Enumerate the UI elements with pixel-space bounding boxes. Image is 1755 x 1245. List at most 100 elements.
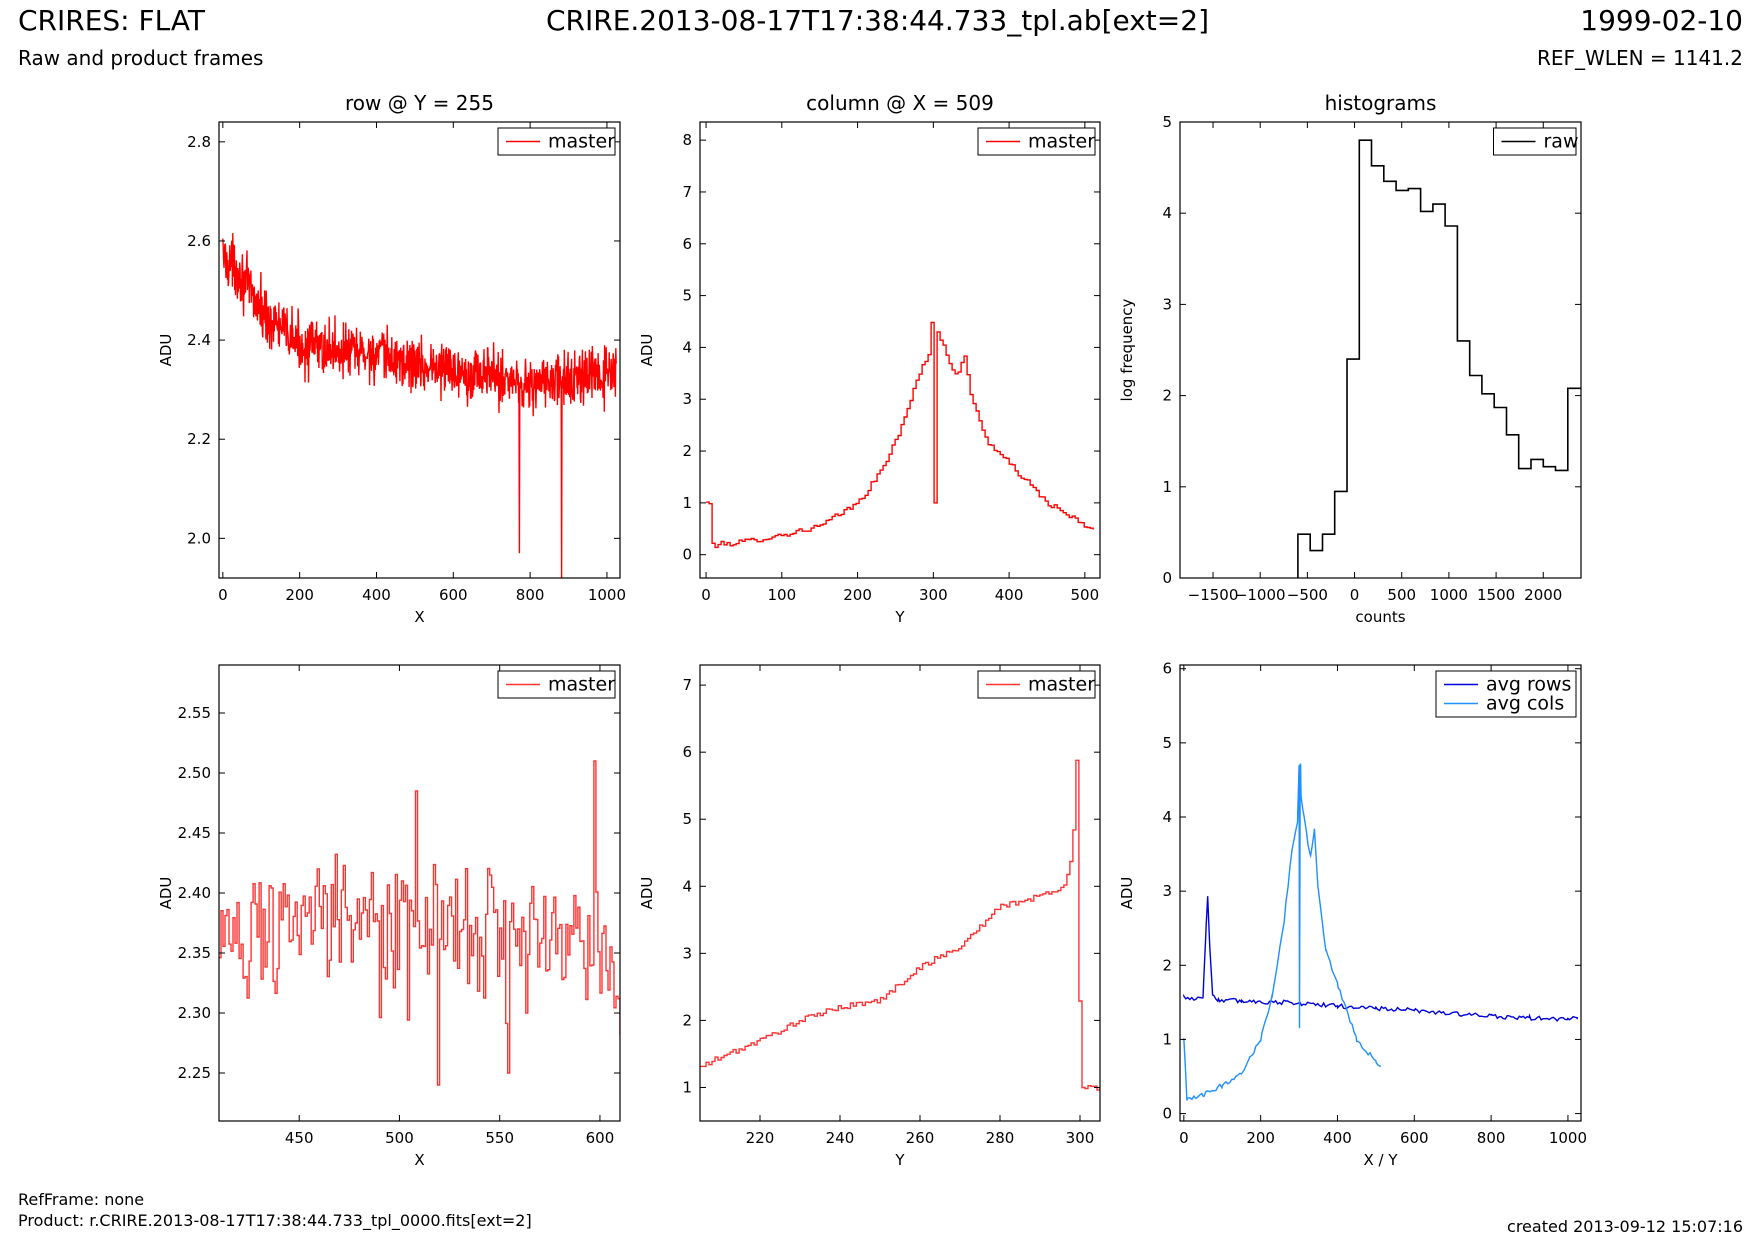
series-line-master — [706, 321, 1094, 549]
plot-frame — [218, 121, 621, 579]
y-tick-label: 5 — [1162, 113, 1172, 131]
report-title: CRIRES: FLAT — [18, 4, 205, 37]
reference-wavelength: REF_WLEN = 1141.2 — [1536, 46, 1743, 70]
x-tick-label: 200 — [843, 586, 872, 604]
product-file-note: Product: r.CRIRE.2013-08-17T17:38:44.733… — [18, 1211, 532, 1230]
y-tick-label: 7 — [682, 676, 692, 694]
y-axis-label: ADU — [157, 877, 175, 910]
y-tick-label: 1 — [1162, 478, 1172, 496]
x-tick-label: 1000 — [1430, 586, 1468, 604]
chart-row-zoom: 450 500 550 600 2.25 2.30 2.35 2.40 2.45 2.50 2.55… — [157, 664, 621, 1169]
x-tick-label: 600 — [586, 1129, 615, 1147]
y-axis-label: log frequency — [1118, 298, 1136, 401]
chart-row: row @ Y = 255 0 200 400 600 800 1000 2.0 2.2 2.4 2… — [157, 91, 626, 626]
y-axis-label: ADU — [157, 334, 175, 367]
report-subtitle: Raw and product frames — [18, 46, 264, 70]
file-name: CRIRE.2013-08-17T17:38:44.733_tpl.ab[ext… — [545, 4, 1209, 37]
y-tick-label: 4 — [682, 877, 692, 895]
y-tick-label: 2 — [1162, 956, 1172, 974]
series-line-master — [222, 233, 617, 578]
legend-label: master — [548, 131, 615, 153]
y-tick-label: 3 — [1162, 882, 1172, 900]
y-tick-label: 2 — [1162, 387, 1172, 405]
y-tick-label: 2.45 — [178, 824, 211, 842]
creation-timestamp: created 2013-09-12 15:07:16 — [1507, 1217, 1743, 1236]
y-tick-label: 4 — [682, 338, 692, 356]
legend: master — [497, 670, 616, 699]
chart-histograms: histograms −1500−1000 −500 0 500 1000 1500 2000… — [1118, 91, 1582, 626]
x-tick-label: 400 — [1323, 1129, 1352, 1147]
legend: raw — [1493, 127, 1579, 156]
legend-label: avg cols — [1486, 693, 1564, 715]
chart-column: column @ X = 509 0 100 200 300 400 500 0 1 2 3 4 5 6 7… — [638, 91, 1101, 626]
x-tick-label: 400 — [362, 586, 391, 604]
legend-label: avg rows — [1486, 674, 1571, 696]
legend-box — [1435, 670, 1577, 718]
x-tick-label: 450 — [285, 1129, 314, 1147]
x-axis-label: counts — [1355, 608, 1405, 626]
y-tick-label: 0 — [682, 546, 692, 564]
y-tick-label: 1 — [1162, 1030, 1172, 1048]
y-tick-label: 5 — [682, 287, 692, 305]
plot-frame — [699, 121, 1101, 579]
y-tick-label: 5 — [682, 810, 692, 828]
y-tick-label: 2 — [682, 442, 692, 460]
y-tick-label: 4 — [1162, 808, 1172, 826]
x-axis-label: Y — [894, 608, 905, 626]
y-tick-label: 1 — [682, 494, 692, 512]
y-tick-label: 7 — [682, 183, 692, 201]
y-tick-label: 2.2 — [187, 430, 211, 448]
series-line-avg-rows — [1183, 896, 1578, 1022]
x-tick-label: 100 — [767, 586, 796, 604]
series-group — [706, 321, 1094, 549]
y-tick-label: 2.30 — [178, 1004, 211, 1022]
y-tick-label: 0 — [1162, 1105, 1172, 1123]
y-tick-label: 6 — [682, 235, 692, 253]
chart-column-zoom: 220 240 260 280 300 1 2 3 4 5 6 7 Y ADU master — [638, 664, 1101, 1169]
y-axis-label: ADU — [638, 877, 656, 910]
reference-frame-note: RefFrame: none — [18, 1190, 145, 1209]
x-tick-label: 240 — [826, 1129, 855, 1147]
chart-title: histograms — [1325, 91, 1437, 115]
x-tick-label: 300 — [919, 586, 948, 604]
legend-label: master — [1028, 674, 1095, 696]
x-tick-label: 400 — [995, 586, 1024, 604]
series-line-raw — [1297, 139, 1581, 578]
legend: master — [977, 670, 1096, 699]
series-group — [222, 233, 617, 578]
chart-title: column @ X = 509 — [806, 91, 994, 115]
legend: master — [497, 127, 616, 156]
y-tick-label: 1 — [682, 1078, 692, 1096]
x-tick-label: −1000 — [1235, 586, 1286, 604]
x-axis-label: X — [414, 608, 424, 626]
x-tick-label: 500 — [1071, 586, 1100, 604]
x-tick-label: 500 — [385, 1129, 414, 1147]
y-tick-label: 6 — [1162, 660, 1172, 678]
x-tick-label: 1500 — [1477, 586, 1515, 604]
y-tick-label: 2.25 — [178, 1064, 211, 1082]
series-group — [1297, 139, 1581, 578]
legend-label: raw — [1544, 131, 1579, 153]
series-group — [1183, 763, 1578, 1101]
y-axis-label: ADU — [1118, 877, 1136, 910]
legend-label: master — [1028, 131, 1095, 153]
y-tick-label: 2.0 — [187, 529, 211, 547]
x-tick-label: 800 — [1477, 1129, 1506, 1147]
y-tick-label: 2.4 — [187, 331, 211, 349]
x-tick-label: 500 — [1387, 586, 1416, 604]
y-tick-label: 3 — [1162, 295, 1172, 313]
x-axis-label: Y — [894, 1151, 905, 1169]
x-tick-label: 300 — [1066, 1129, 1095, 1147]
y-tick-label: 2.55 — [178, 704, 211, 722]
x-tick-label: 2000 — [1524, 586, 1562, 604]
y-tick-label: 2.35 — [178, 944, 211, 962]
x-tick-label: 200 — [285, 586, 314, 604]
y-tick-label: 2 — [682, 1011, 692, 1029]
x-tick-label: 0 — [218, 586, 228, 604]
observation-date: 1999-02-10 — [1580, 4, 1743, 37]
y-axis-label: ADU — [638, 334, 656, 367]
y-tick-label: 3 — [682, 390, 692, 408]
legend: master — [977, 127, 1096, 156]
